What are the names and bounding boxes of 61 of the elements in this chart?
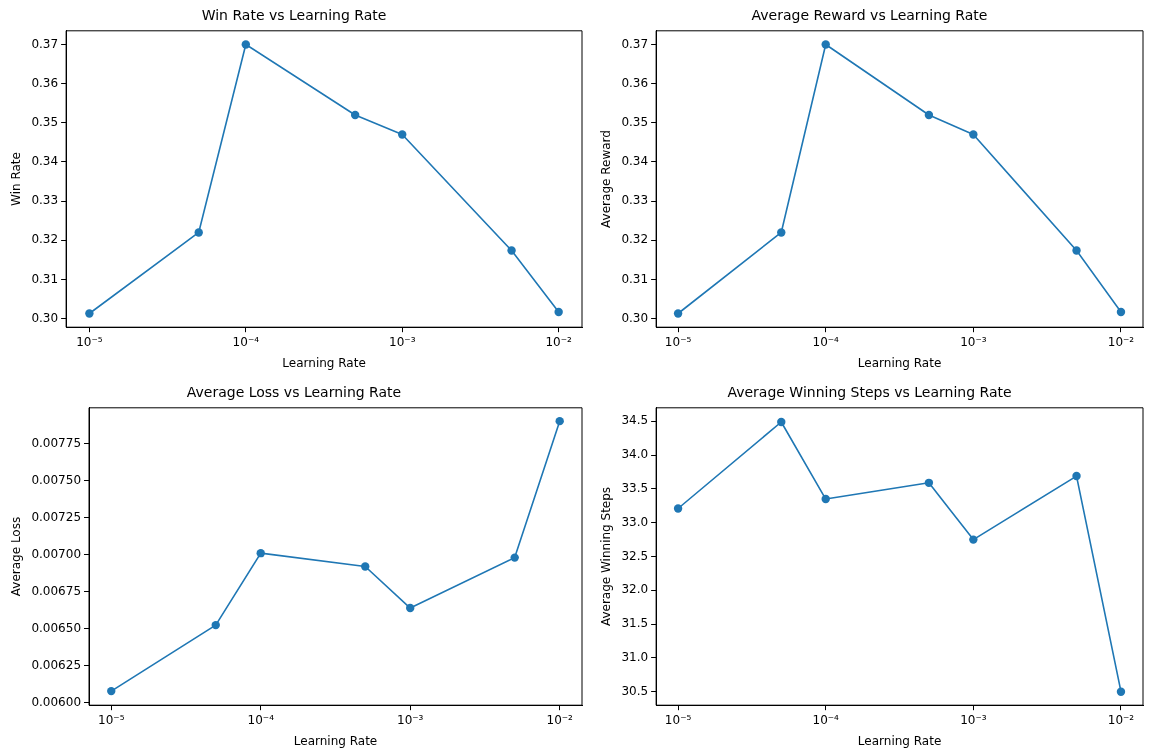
y-axis-title: Average Loss bbox=[9, 516, 24, 597]
y-tick-label: 0.32 bbox=[621, 232, 649, 247]
x-tick-label: 10⁻³ bbox=[960, 712, 987, 727]
y-tick-label: 0.30 bbox=[621, 310, 649, 325]
y-tick-label: 0.36 bbox=[621, 75, 649, 90]
y-tick-label: 34.0 bbox=[621, 447, 649, 462]
x-tick-label: 10⁻⁵ bbox=[664, 334, 692, 349]
y-tick-label: 0.35 bbox=[31, 114, 59, 129]
y-tick-label: 0.00675 bbox=[31, 583, 82, 598]
x-tick-label: 10⁻⁵ bbox=[664, 712, 692, 727]
y-tick-label: 0.00625 bbox=[31, 658, 82, 673]
x-tick-label: 10⁻³ bbox=[389, 334, 416, 349]
x-axis-title: Learning Rate bbox=[857, 733, 942, 748]
x-tick-label: 10⁻⁴ bbox=[247, 712, 275, 727]
y-tick-label: 0.33 bbox=[621, 193, 649, 208]
y-tick-label: 0.30 bbox=[31, 310, 59, 325]
y-tick-label: 0.36 bbox=[31, 75, 59, 90]
y-tick-label: 33.5 bbox=[621, 481, 649, 496]
y-tick-label: 0.37 bbox=[621, 36, 649, 51]
y-tick-label: 0.34 bbox=[31, 154, 59, 169]
y-tick-label: 0.37 bbox=[31, 36, 59, 51]
y-tick-label: 31.0 bbox=[621, 650, 649, 665]
x-tick-label: 10⁻³ bbox=[397, 712, 424, 727]
chart-title: Win Rate vs Learning Rate bbox=[201, 7, 387, 24]
x-tick-label: 10⁻² bbox=[545, 334, 573, 349]
y-axis-title: Average Reward bbox=[599, 130, 614, 228]
y-tick-label: 0.35 bbox=[621, 114, 649, 129]
chart-title: Average Reward vs Learning Rate bbox=[751, 7, 988, 24]
x-tick-label: 10⁻² bbox=[1107, 334, 1135, 349]
y-tick-label: 33.0 bbox=[621, 514, 649, 529]
x-axis-title: Learning Rate bbox=[282, 355, 366, 370]
y-tick-label: 32.0 bbox=[621, 582, 649, 597]
x-tick-label: 10⁻² bbox=[1107, 712, 1135, 727]
y-tick-label: 30.5 bbox=[621, 683, 649, 698]
chart-title: Average Loss vs Learning Rate bbox=[186, 384, 402, 401]
y-tick-label: 34.5 bbox=[621, 413, 649, 428]
y-tick-label: 0.00750 bbox=[31, 472, 82, 487]
y-tick-label: 0.00600 bbox=[31, 695, 82, 710]
y-axis-title: Win Rate bbox=[9, 152, 24, 206]
y-tick-label: 31.5 bbox=[621, 616, 649, 631]
y-tick-label: 0.32 bbox=[31, 232, 59, 247]
x-tick-label: 10⁻⁴ bbox=[232, 334, 260, 349]
x-tick-label: 10⁻⁴ bbox=[812, 712, 840, 727]
y-tick-label: 0.00650 bbox=[31, 620, 82, 635]
chart-title: Average Winning Steps vs Learning Rate bbox=[727, 384, 1012, 401]
x-tick-label: 10⁻³ bbox=[960, 334, 987, 349]
y-tick-label: 32.5 bbox=[621, 548, 649, 563]
x-tick-label: 10⁻⁵ bbox=[76, 334, 103, 349]
y-tick-label: 0.00775 bbox=[31, 435, 82, 450]
y-tick-label: 0.31 bbox=[621, 271, 649, 286]
y-tick-label: 0.34 bbox=[621, 154, 649, 169]
x-tick-label: 10⁻⁴ bbox=[812, 334, 840, 349]
x-axis-title: Learning Rate bbox=[293, 733, 378, 748]
y-tick-label: 0.31 bbox=[31, 271, 59, 286]
y-tick-label: 0.00700 bbox=[31, 546, 82, 561]
y-tick-label: 0.00725 bbox=[31, 509, 82, 524]
x-tick-label: 10⁻² bbox=[546, 712, 574, 727]
y-axis-title: Average Winning Steps bbox=[599, 486, 614, 627]
x-axis-title: Learning Rate bbox=[857, 355, 942, 370]
y-tick-label: 0.33 bbox=[31, 193, 59, 208]
x-tick-label: 10⁻⁵ bbox=[98, 712, 125, 727]
